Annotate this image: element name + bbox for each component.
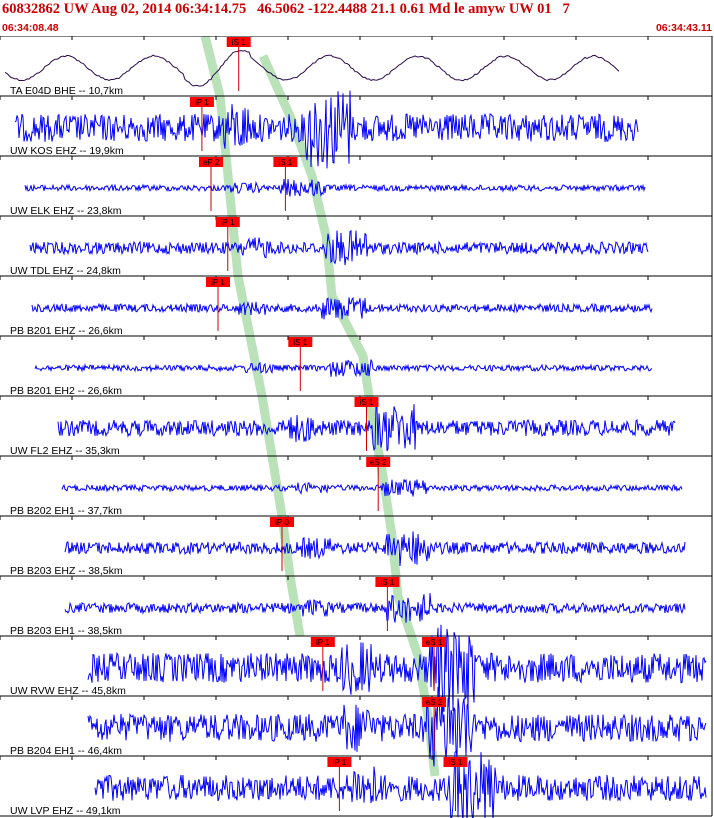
- waveform: [87, 624, 707, 712]
- station-label: PB B202 EH1 -- 37,7km: [10, 505, 122, 517]
- pick-label: iS 1: [232, 38, 246, 47]
- pick-label: iS 1: [293, 338, 307, 347]
- waveform: [24, 179, 646, 198]
- station-label: UW LVP EHZ -- 49,1km: [10, 805, 121, 817]
- trace-row[interactable]: iS 1 PB B201 EH2 -- 26,6km: [0, 335, 712, 397]
- waveform: [4, 50, 620, 87]
- waveform: [61, 478, 683, 497]
- trace-row[interactable]: iS 1 UW FL2 EHZ -- 35,3km: [0, 395, 712, 457]
- time-end-label: 06:34:43.11: [655, 22, 712, 34]
- trace-row[interactable]: iP 1 eS 1 UW RVW EHZ -- 45,8km: [0, 624, 712, 712]
- station-label: PB B204 EH1 -- 46,4km: [10, 745, 122, 757]
- waveform: [64, 531, 686, 567]
- pick-marker[interactable]: [327, 757, 352, 767]
- event-header: 60832862 UW Aug 02, 2014 06:34:14.75 46.…: [0, 0, 714, 36]
- waveform: [64, 593, 686, 623]
- trace-row[interactable]: eS 2 PB B202 EH1 -- 37,7km: [0, 455, 712, 517]
- pick-label: iP 1: [333, 758, 347, 767]
- waveform: [31, 296, 653, 320]
- pick-marker[interactable]: [288, 337, 313, 347]
- station-label: TA E04D BHE -- 10,7km: [10, 85, 123, 97]
- pick-label: iP 1: [195, 98, 209, 107]
- pick-marker[interactable]: [310, 637, 335, 647]
- pick-marker[interactable]: [422, 637, 447, 647]
- station-label: PB B201 EH2 -- 26,6km: [10, 385, 122, 397]
- s-wave-band: [258, 54, 440, 777]
- pick-marker[interactable]: [422, 697, 447, 707]
- waveform: [29, 229, 649, 266]
- pick-label: eS 2: [426, 698, 443, 707]
- pick-marker[interactable]: [199, 157, 223, 167]
- pick-marker[interactable]: [375, 577, 400, 587]
- station-label: PB B201 EHZ -- 26,6km: [10, 325, 123, 337]
- waveform: [14, 90, 639, 169]
- pick-label: eS 1: [426, 638, 443, 647]
- waveform: [87, 686, 707, 767]
- station-label: UW RVW EHZ -- 45,8km: [10, 685, 126, 697]
- event-title: 60832862 UW Aug 02, 2014 06:34:14.75 46.…: [2, 1, 570, 17]
- pick-marker[interactable]: [270, 517, 294, 527]
- trace-row[interactable]: iP 1 UW KOS EHZ -- 19,9km: [0, 90, 712, 169]
- pick-label: iP 1: [211, 278, 225, 287]
- station-label: UW KOS EHZ -- 19,9km: [10, 145, 124, 157]
- pick-label: eS 2: [370, 458, 387, 467]
- time-start-label: 06:34:08.48: [2, 22, 59, 34]
- station-label: UW TDL EHZ -- 24,8km: [10, 265, 121, 277]
- pick-label: iS 1: [360, 398, 374, 407]
- trace-row[interactable]: eP 2 iS 1 UW ELK EHZ -- 23,8km: [0, 155, 712, 217]
- pick-marker[interactable]: [206, 277, 230, 287]
- pick-label: iS 1: [381, 578, 395, 587]
- station-label: UW FL2 EHZ -- 35,3km: [10, 445, 120, 457]
- seismogram-panel[interactable]: iS 1 TA E04D BHE -- 10,7km iP 1 UW KOS EHZ …: [0, 36, 714, 818]
- station-label: PB B203 EHZ -- 38,5km: [10, 565, 123, 577]
- trace-row[interactable]: iP 1 UW TDL EHZ -- 24,8km: [0, 215, 712, 277]
- station-label: PB B203 EH1 -- 38,5km: [10, 625, 122, 637]
- pick-marker[interactable]: [366, 457, 391, 467]
- pick-label: eP 2: [203, 158, 220, 167]
- waveform: [34, 359, 653, 378]
- pick-marker[interactable]: [354, 397, 379, 407]
- station-label: UW ELK EHZ -- 23,8km: [10, 205, 122, 217]
- pick-marker[interactable]: [226, 37, 251, 47]
- pick-marker[interactable]: [215, 217, 240, 227]
- pick-marker[interactable]: [189, 97, 214, 107]
- pick-label: iP 0: [275, 518, 289, 527]
- pick-label: iP 1: [221, 218, 235, 227]
- trace-row[interactable]: iS 1 PB B203 EH1 -- 38,5km: [0, 575, 712, 637]
- trace-row[interactable]: iP 0 PB B203 EHZ -- 38,5km: [0, 515, 712, 577]
- waveform: [94, 750, 707, 818]
- pick-marker[interactable]: [443, 757, 468, 767]
- trace-row[interactable]: iP 1 iS 1 UW LVP EHZ -- 49,1km: [0, 750, 712, 818]
- pick-label: iS 1: [449, 758, 463, 767]
- trace-row[interactable]: eS 2 PB B204 EH1 -- 46,4km: [0, 686, 712, 767]
- trace-row[interactable]: iS 1 TA E04D BHE -- 10,7km: [0, 36, 712, 97]
- pick-marker[interactable]: [273, 157, 298, 167]
- pick-label: iS 1: [279, 158, 293, 167]
- pick-label: iP 1: [316, 638, 330, 647]
- trace-row[interactable]: iP 1 PB B201 EHZ -- 26,6km: [0, 275, 712, 337]
